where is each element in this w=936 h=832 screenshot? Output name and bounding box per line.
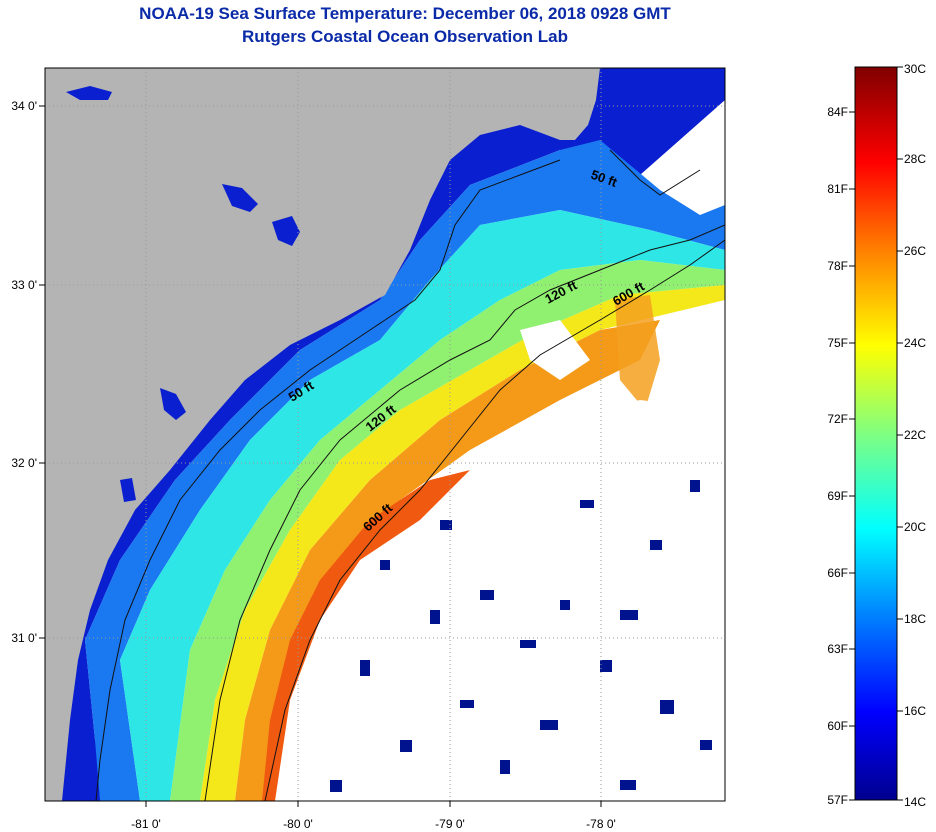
sst-offshore-orange-streak <box>615 295 660 410</box>
x-tick-label: -81 0' <box>131 817 161 831</box>
cloud-mask <box>300 320 725 801</box>
colorbar <box>849 66 903 801</box>
colorbar-c-label: 24C <box>904 336 926 350</box>
x-tick-label: -79 0' <box>435 817 465 831</box>
y-tick-label: 32 0' <box>11 456 37 470</box>
colorbar-c-label: 16C <box>904 704 926 718</box>
sst-band-green <box>170 260 725 801</box>
inland-water <box>66 86 300 502</box>
colorbar-f-label: 75F <box>827 336 848 350</box>
sst-band-yellow <box>200 285 725 801</box>
map-subtitle: Rutgers Coastal Ocean Observation Lab <box>242 27 568 46</box>
colorbar-f-label: 84F <box>827 105 848 119</box>
colorbar-c-label: 18C <box>904 612 926 626</box>
y-tick-label: 31 0' <box>11 631 37 645</box>
colorbar-f-label: 81F <box>827 182 848 196</box>
colorbar-f-label: 66F <box>827 566 848 580</box>
x-tick-label: -78 0' <box>586 817 616 831</box>
colorbar-f-label: 78F <box>827 259 848 273</box>
colorbar-f-label: 72F <box>827 412 848 426</box>
depth-contours <box>95 149 725 801</box>
map-title: NOAA-19 Sea Surface Temperature: Decembe… <box>139 4 671 23</box>
colorbar-c-label: 30C <box>904 62 926 76</box>
graticule <box>45 68 725 801</box>
cloud-edge-speckles <box>330 480 712 792</box>
colorbar-c-label: 22C <box>904 428 926 442</box>
sst-band-red-orange <box>262 470 470 801</box>
colorbar-c-label: 20C <box>904 520 926 534</box>
contour-120ft <box>204 224 725 801</box>
colorbar-gradient <box>854 66 898 801</box>
contour-600ft <box>264 239 725 801</box>
land-mass <box>45 68 600 801</box>
colorbar-c-label: 14C <box>904 795 926 809</box>
colorbar-ticks <box>849 66 903 801</box>
contour-50ft <box>95 149 701 801</box>
axis-ticks <box>39 105 602 807</box>
colorbar-c-label: 28C <box>904 152 926 166</box>
map-area: 50 ft 120 ft 600 ft 50 ft 120 ft 600 ft <box>45 68 725 801</box>
colorbar-f-label: 60F <box>827 719 848 733</box>
colorbar-c-label: 26C <box>904 244 926 258</box>
colorbar-f-label: 69F <box>827 489 848 503</box>
map-border <box>44 67 726 802</box>
y-tick-label: 34 0' <box>11 99 37 113</box>
y-tick-label: 33 0' <box>11 278 37 292</box>
sst-band-mid-blue <box>85 140 725 801</box>
colorbar-f-label: 63F <box>827 642 848 656</box>
x-tick-label: -80 0' <box>283 817 313 831</box>
colorbar-f-label: 57F <box>827 793 848 807</box>
sst-band-cyan <box>120 210 725 801</box>
